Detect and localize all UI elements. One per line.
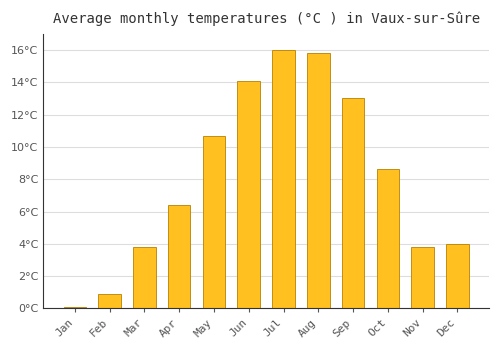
- Bar: [307, 53, 330, 308]
- Bar: [98, 294, 121, 308]
- Bar: [376, 169, 399, 308]
- Title: Average monthly temperatures (°C ) in Vaux-sur-Sûre: Average monthly temperatures (°C ) in Va…: [52, 11, 480, 26]
- Bar: [64, 307, 86, 308]
- Bar: [238, 80, 260, 308]
- Bar: [272, 50, 295, 308]
- Bar: [342, 98, 364, 308]
- Bar: [133, 247, 156, 308]
- Bar: [412, 247, 434, 308]
- Bar: [168, 205, 190, 308]
- Bar: [446, 244, 468, 308]
- Bar: [202, 135, 226, 308]
